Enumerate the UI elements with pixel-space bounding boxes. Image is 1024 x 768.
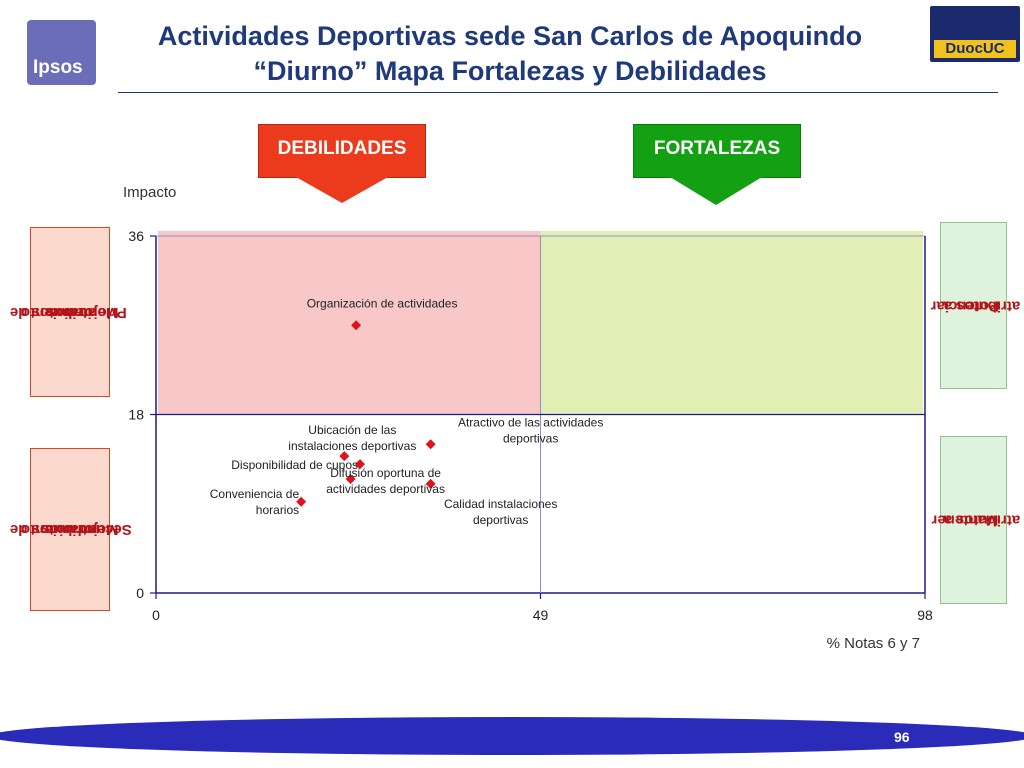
data-point-label: Conveniencia de horarios [210, 487, 300, 517]
x-tick-label: 49 [533, 607, 549, 623]
label-mejoramiento-secundarios: atributos de Mejoramiento Secundarios [10, 448, 132, 611]
y-tick-label: 0 [136, 585, 144, 601]
data-point-label: Organización de actividades [307, 296, 458, 310]
page-title-line2: “Diurno” Mapa Fortalezas y Debilidades [253, 56, 767, 86]
quadrant-top-right [540, 231, 923, 415]
data-point-marker [425, 439, 436, 450]
x-axis-title: % Notas 6 y 7 [827, 635, 920, 652]
data-points: Organización de actividades Ubicación de … [210, 296, 604, 527]
data-point-label: Ubicación de las instalaciones deportivas [288, 423, 416, 453]
data-point-marker [351, 320, 362, 331]
duoc-logo-text: DuocUC [934, 40, 1016, 58]
label-mantener: atributos a Mantener [932, 436, 1020, 604]
data-point-marker [355, 459, 366, 470]
y-axis-title: Impacto [123, 184, 176, 201]
y-tick-label: 18 [128, 407, 144, 423]
x-tick-label: 98 [917, 607, 933, 623]
x-tick-label: 0 [152, 607, 160, 623]
data-point-label: Calidad instalaciones deportivas [444, 497, 557, 527]
title-divider [118, 92, 998, 93]
data-point-marker [345, 473, 356, 484]
data-point-label: Disponibilidad de cupos [231, 458, 358, 472]
ipsos-logo-text: Ipsos [33, 57, 83, 78]
debilidades-arrow-icon [296, 177, 388, 203]
quadrant-top-left [158, 231, 541, 415]
y-tick-label: 36 [128, 228, 144, 244]
data-point-label: Difusión oportuna de actividades deportiv… [326, 466, 445, 496]
data-point-marker [339, 451, 350, 462]
duoc-logo: DuocUC [930, 6, 1020, 62]
footer-bar [0, 717, 1024, 755]
label-mejoramiento-prioritarios: atributos de Mejoramiento Prioritarios [10, 227, 127, 397]
fortalezas-arrow-icon [670, 177, 762, 205]
data-point-label: Atractivo de las actividades deportivas [458, 415, 603, 445]
data-point-marker [296, 496, 307, 507]
scatter-chart: 0 18 36 0 49 98 Organización de actividades Ub… [123, 184, 933, 652]
page-title-line1: Actividades Deportivas sede San Carlos d… [157, 21, 863, 51]
tick-labels: 0 18 36 0 49 98 [128, 228, 933, 623]
page-number: 96 [894, 729, 910, 745]
data-point-marker [425, 478, 436, 489]
debilidades-tag: DEBILIDADES [258, 124, 426, 178]
ipsos-logo: Ipsos [27, 20, 96, 85]
label-potenciar: atributos a Potenciar [931, 222, 1020, 389]
